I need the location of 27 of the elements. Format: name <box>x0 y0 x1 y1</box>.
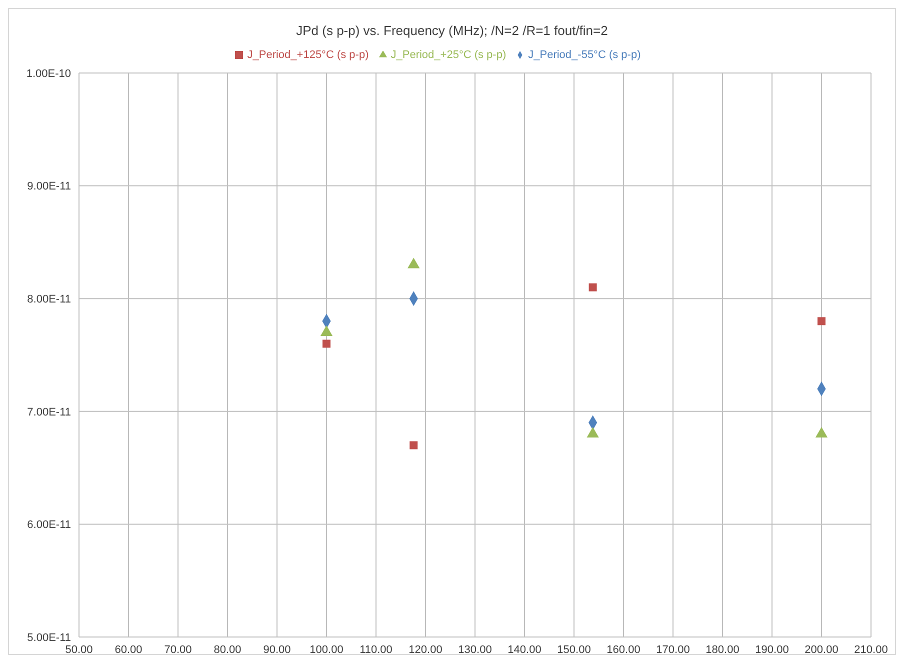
chart-title: JPd (s p-p) vs. Frequency (MHz); /N=2 /R=1 fout/fin=2 <box>295 22 609 40</box>
x-tick-label: 150.00 <box>557 644 591 656</box>
y-tick-label: 7.00E-11 <box>27 406 71 418</box>
x-tick-label: 200.00 <box>804 644 838 656</box>
y-tick-label: 9.00E-11 <box>27 180 71 193</box>
x-tick-label: 100.00 <box>310 644 344 656</box>
y-tick-label: 5.00E-11 <box>27 632 71 644</box>
legend-label: J_Period_-55°C (s p-p) <box>528 49 641 61</box>
x-tick-label: 180.00 <box>706 644 740 656</box>
y-tick-label: 1.00E-10 <box>26 68 71 80</box>
x-tick-label: 210.00 <box>854 644 888 656</box>
y-tick-label: 6.00E-11 <box>27 519 71 532</box>
x-tick-label: 60.00 <box>114 644 142 656</box>
x-tick-label: 160.00 <box>606 644 640 656</box>
x-tick-label: 70.00 <box>164 644 192 656</box>
x-tick-label: 80.00 <box>214 644 242 656</box>
x-tick-label: 120.00 <box>408 644 442 656</box>
x-tick-label: 50.00 <box>65 644 93 656</box>
x-tick-label: 130.00 <box>458 644 492 656</box>
x-tick-label: 90.00 <box>263 644 291 656</box>
x-tick-label: 110.00 <box>360 644 392 656</box>
x-tick-label: 170.00 <box>656 644 690 656</box>
y-tick-label: 8.00E-11 <box>27 294 71 306</box>
x-tick-label: 140.00 <box>508 644 542 656</box>
legend-label: J_Period_+25°C (s p-p) <box>390 49 506 61</box>
legend-label: J_Period_+125°C (s p-p) <box>247 49 369 61</box>
x-tick-label: 190.00 <box>755 644 789 656</box>
